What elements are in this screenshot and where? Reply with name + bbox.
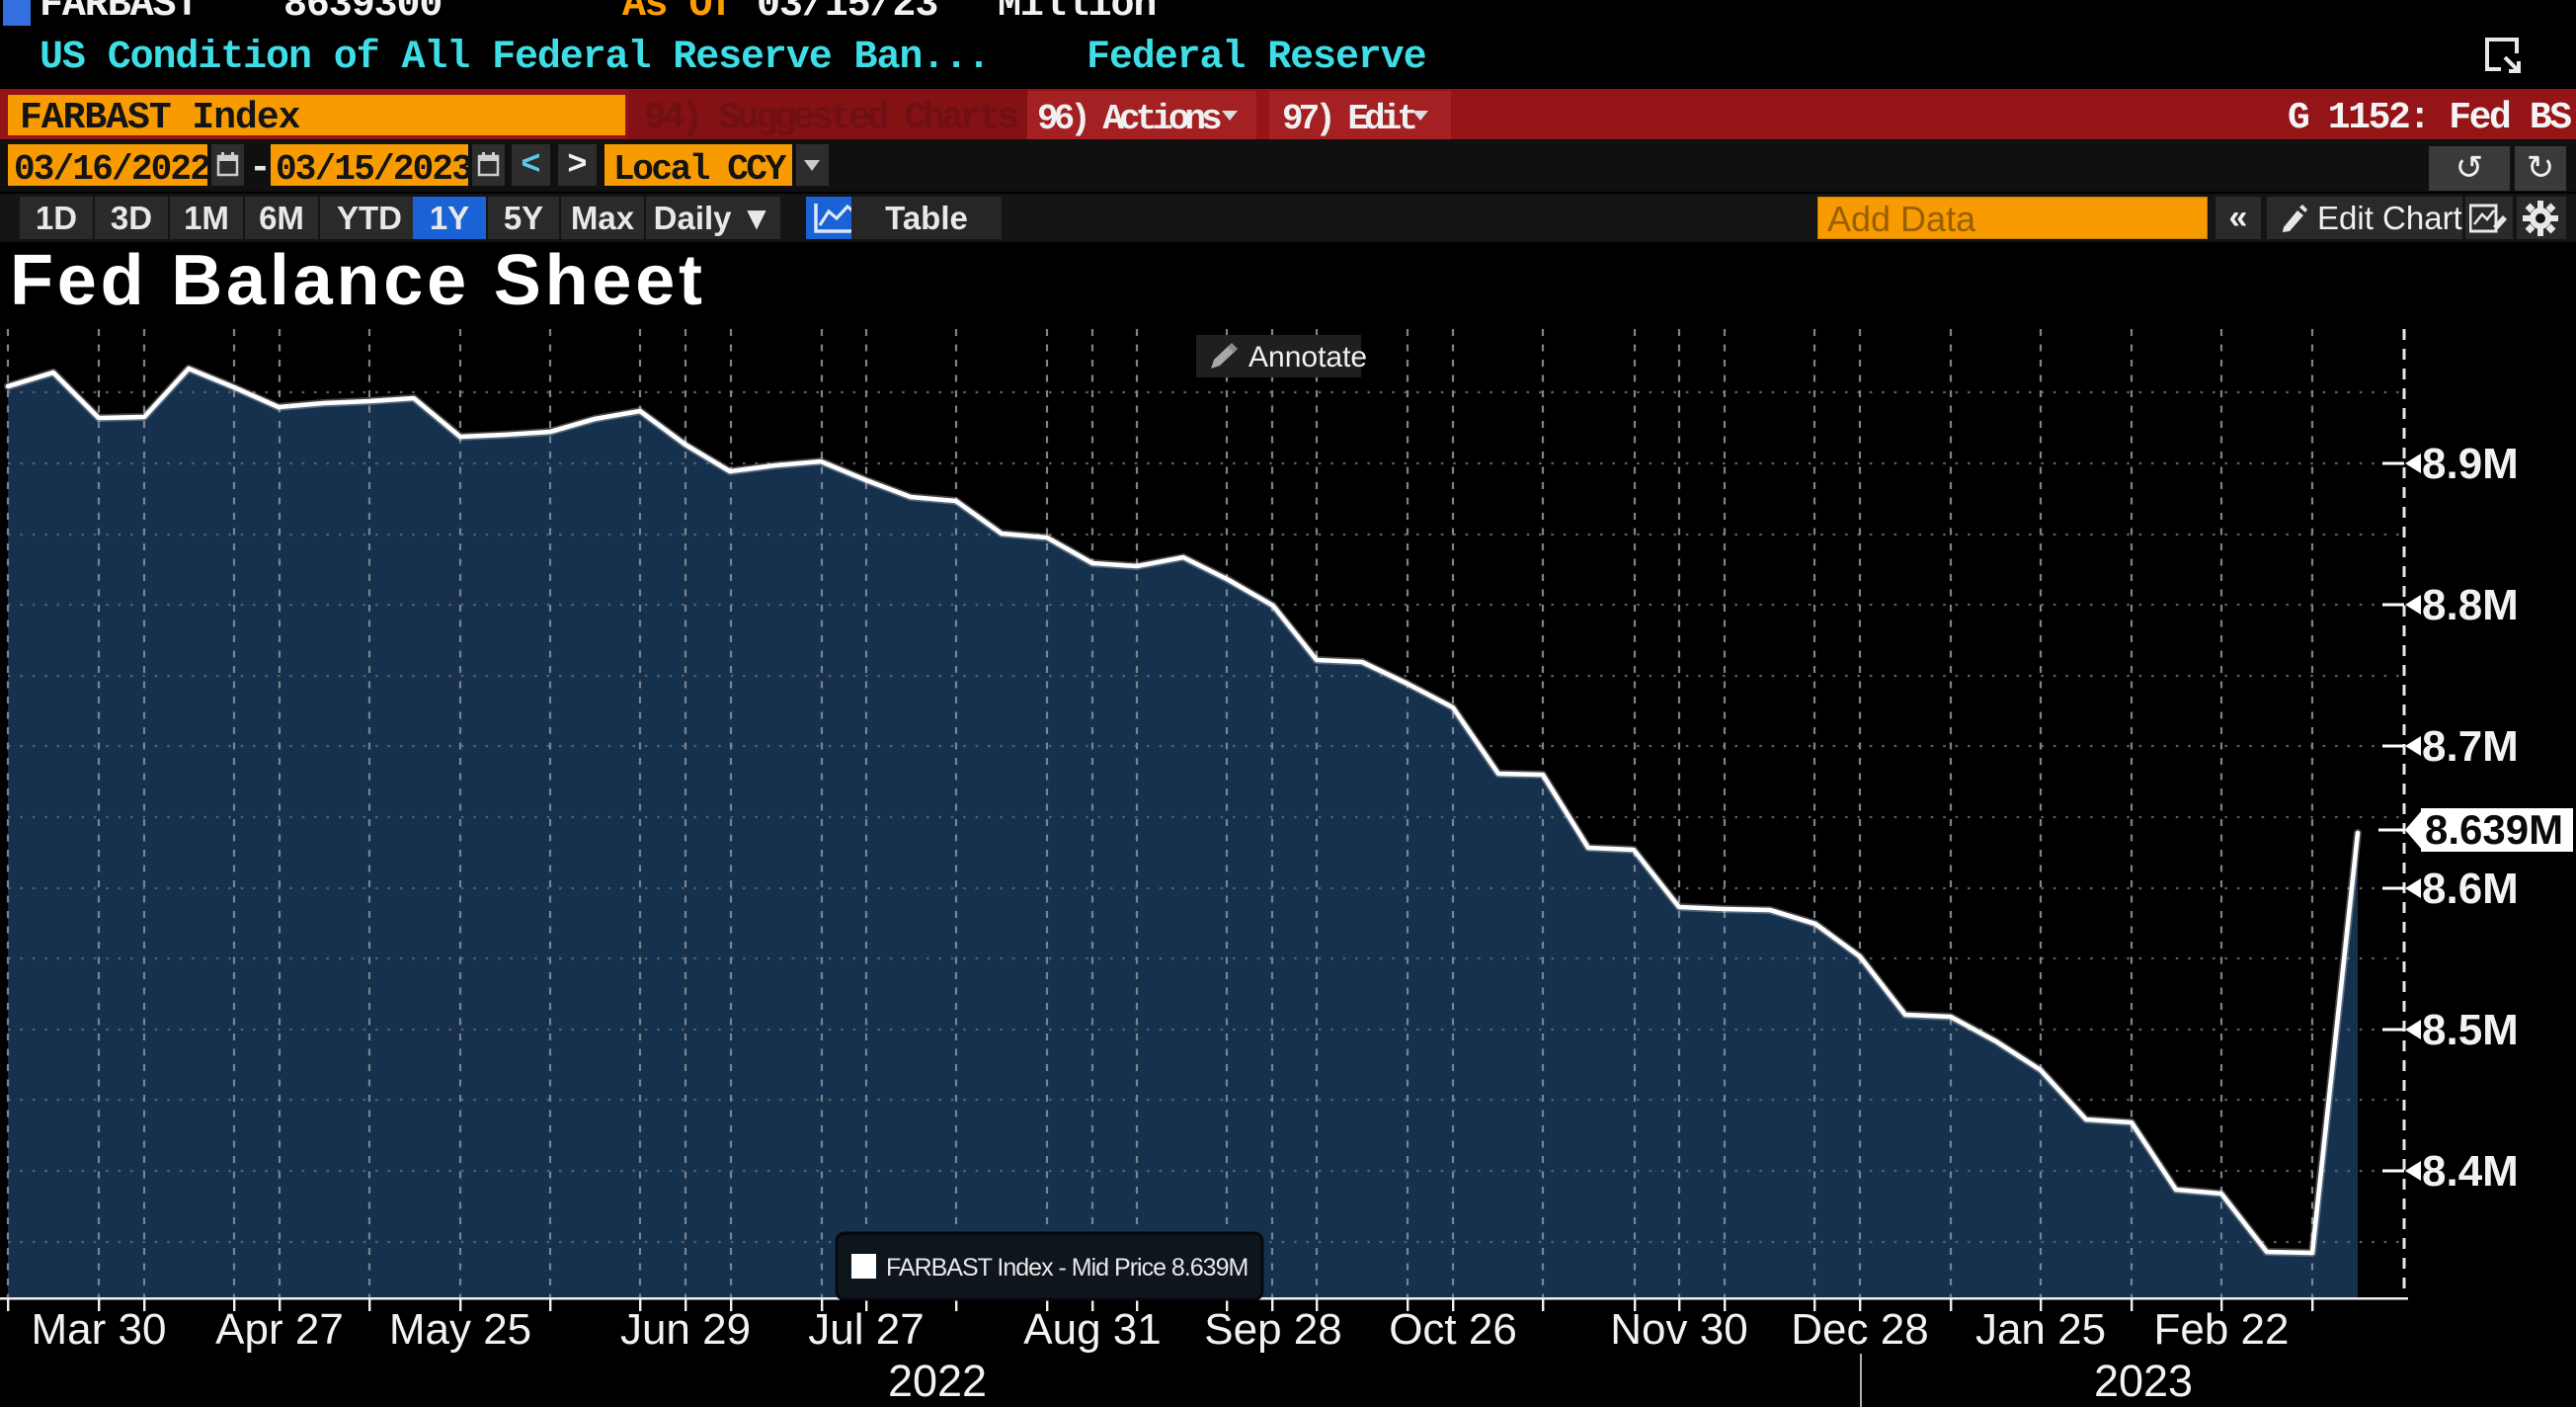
svg-text:Jan 25: Jan 25 — [1975, 1305, 2106, 1354]
svg-text:Annotate: Annotate — [1248, 341, 1367, 373]
svg-text:8.8M: 8.8M — [2422, 581, 2519, 629]
svg-text:May 25: May 25 — [389, 1305, 531, 1354]
svg-text:FARBAST Index - Mid Price 8.63: FARBAST Index - Mid Price 8.639M — [886, 1254, 1248, 1282]
svg-text:Oct 26: Oct 26 — [1389, 1305, 1517, 1354]
svg-text:8.4M: 8.4M — [2422, 1147, 2519, 1196]
svg-text:Mar 30: Mar 30 — [32, 1305, 167, 1354]
svg-text:8.5M: 8.5M — [2422, 1006, 2519, 1054]
svg-text:2023: 2023 — [2094, 1356, 2193, 1406]
svg-text:Nov 30: Nov 30 — [1610, 1305, 1747, 1354]
svg-text:Jun 29: Jun 29 — [620, 1305, 751, 1354]
svg-text:Aug 31: Aug 31 — [1023, 1305, 1161, 1354]
svg-text:8.6M: 8.6M — [2422, 865, 2519, 913]
svg-text:Dec 28: Dec 28 — [1791, 1305, 1928, 1354]
svg-text:8.7M: 8.7M — [2422, 722, 2519, 771]
svg-text:Sep 28: Sep 28 — [1204, 1305, 1341, 1354]
svg-text:8.639M: 8.639M — [2425, 806, 2563, 853]
svg-text:Apr 27: Apr 27 — [215, 1305, 344, 1354]
svg-text:Feb 22: Feb 22 — [2154, 1305, 2290, 1354]
svg-text:2022: 2022 — [888, 1356, 987, 1406]
svg-text:8.9M: 8.9M — [2422, 440, 2519, 488]
svg-text:Jul 27: Jul 27 — [808, 1305, 924, 1354]
